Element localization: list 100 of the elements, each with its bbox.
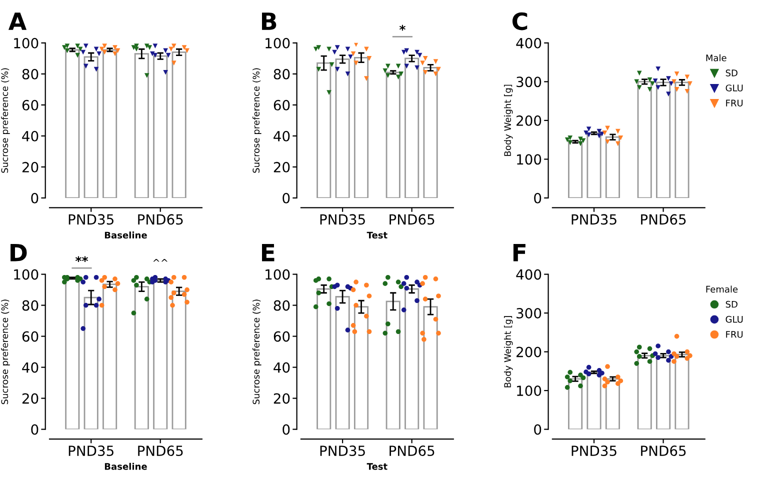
- y-tick-label: 40: [22, 362, 38, 373]
- y-tick-label: 0: [31, 192, 38, 204]
- bar: [674, 354, 690, 430]
- x-tick-label: PND65: [390, 214, 434, 225]
- x-tick-label: PND35: [320, 214, 365, 225]
- y-tick-label: 40: [22, 130, 38, 142]
- y-tick-label: 100: [266, 269, 290, 280]
- x-tick-label: PND35: [68, 446, 114, 456]
- legend-label: GLU: [726, 84, 743, 92]
- chart-title: B: [262, 12, 276, 30]
- chart-title: A: [8, 12, 27, 30]
- x-tick-label: PND65: [138, 214, 183, 225]
- bar: [65, 277, 80, 430]
- bar: [84, 296, 98, 430]
- y-tick-label: 100: [14, 269, 38, 280]
- y-tick-label: 0: [534, 192, 542, 204]
- bar: [335, 296, 350, 430]
- chart-title: D: [10, 244, 27, 262]
- y-tick-label: 200: [516, 115, 542, 126]
- bar: [404, 288, 420, 430]
- bar: [656, 82, 671, 198]
- y-tick-label: 20: [22, 162, 38, 172]
- chart-title: C: [512, 12, 528, 30]
- y-tick-label: 400: [516, 38, 542, 48]
- bar: [153, 55, 168, 198]
- bar: [605, 378, 620, 430]
- y-tick-label: 300: [516, 76, 542, 88]
- x-tick-label: PND65: [641, 446, 686, 456]
- y-axis-title: Sucrose preference (%): [1, 68, 10, 173]
- y-axis-title: Sucrose preference (%): [1, 300, 10, 404]
- bar: [316, 62, 332, 198]
- y-tick-label: 0: [31, 424, 38, 435]
- bar: [423, 306, 438, 430]
- bar: [84, 56, 98, 198]
- legend-label: SD: [726, 70, 738, 76]
- y-tick-label: 80: [22, 68, 38, 80]
- bar: [65, 49, 80, 198]
- bar: [674, 82, 690, 198]
- bar: [568, 141, 583, 198]
- x-tick-label: PND35: [572, 214, 616, 225]
- y-tick-label: 40: [274, 362, 290, 373]
- y-tick-label: 60: [22, 100, 38, 110]
- text: ^^: [153, 258, 168, 262]
- y-tick-label: 0: [534, 424, 542, 435]
- x-tick-label: PND35: [320, 446, 365, 456]
- y-tick-label: 80: [274, 300, 290, 311]
- legend-label: GLU: [726, 316, 743, 323]
- chart-title: F: [513, 244, 526, 262]
- y-tick-label: 60: [274, 100, 290, 110]
- bar: [637, 354, 652, 430]
- text: **: [75, 256, 88, 262]
- y-tick-label: 0: [282, 192, 290, 204]
- bar: [102, 49, 118, 198]
- bar: [568, 378, 583, 430]
- legend-label: FRU: [726, 331, 743, 338]
- y-tick-label: 40: [274, 130, 290, 142]
- bar: [656, 354, 671, 430]
- x-axis-title: Baseline: [104, 462, 147, 470]
- y-tick-label: 80: [274, 68, 290, 80]
- bar: [172, 290, 186, 430]
- y-tick-label: 100: [14, 38, 38, 48]
- x-axis-title: Test: [366, 463, 388, 470]
- bar: [386, 72, 400, 198]
- y-tick-label: 100: [266, 38, 290, 48]
- y-axis-title: Body Weight [g]: [504, 84, 513, 156]
- y-tick-label: 20: [274, 162, 290, 172]
- bar: [404, 58, 420, 198]
- bar: [423, 67, 438, 198]
- y-tick-label: 0: [282, 424, 290, 435]
- bar: [134, 53, 149, 198]
- y-tick-label: 80: [22, 300, 38, 311]
- y-tick-label: 400: [516, 269, 542, 280]
- x-axis-title: Test: [366, 232, 388, 239]
- text: *: [399, 24, 406, 31]
- bar: [153, 280, 168, 430]
- x-tick-label: PND65: [641, 214, 686, 225]
- y-axis-title: Body Weight [g]: [504, 316, 513, 388]
- y-tick-label: 200: [516, 346, 542, 358]
- bar: [586, 372, 602, 430]
- y-tick-label: 100: [517, 386, 542, 396]
- bar: [335, 58, 350, 198]
- y-tick-label: 60: [22, 331, 38, 342]
- legend-title: Male: [706, 54, 726, 62]
- bar: [605, 136, 620, 198]
- legend-label: FRU: [726, 100, 743, 106]
- y-tick-label: 60: [274, 331, 290, 342]
- bar: [637, 80, 652, 198]
- x-axis-title: Baseline: [104, 232, 147, 239]
- x-tick-label: PND65: [138, 446, 183, 456]
- x-tick-label: PND35: [572, 446, 616, 456]
- bar: [134, 286, 149, 430]
- chart-title: E: [262, 244, 274, 262]
- bar: [172, 52, 186, 198]
- y-tick-label: 20: [22, 393, 38, 404]
- legend-title: Female: [706, 286, 738, 293]
- y-axis-title: Sucrose preference (%): [252, 68, 262, 173]
- x-tick-label: PND65: [390, 446, 434, 456]
- bar: [316, 288, 332, 430]
- bar: [386, 300, 400, 430]
- y-axis-title: Sucrose preference (%): [252, 300, 262, 404]
